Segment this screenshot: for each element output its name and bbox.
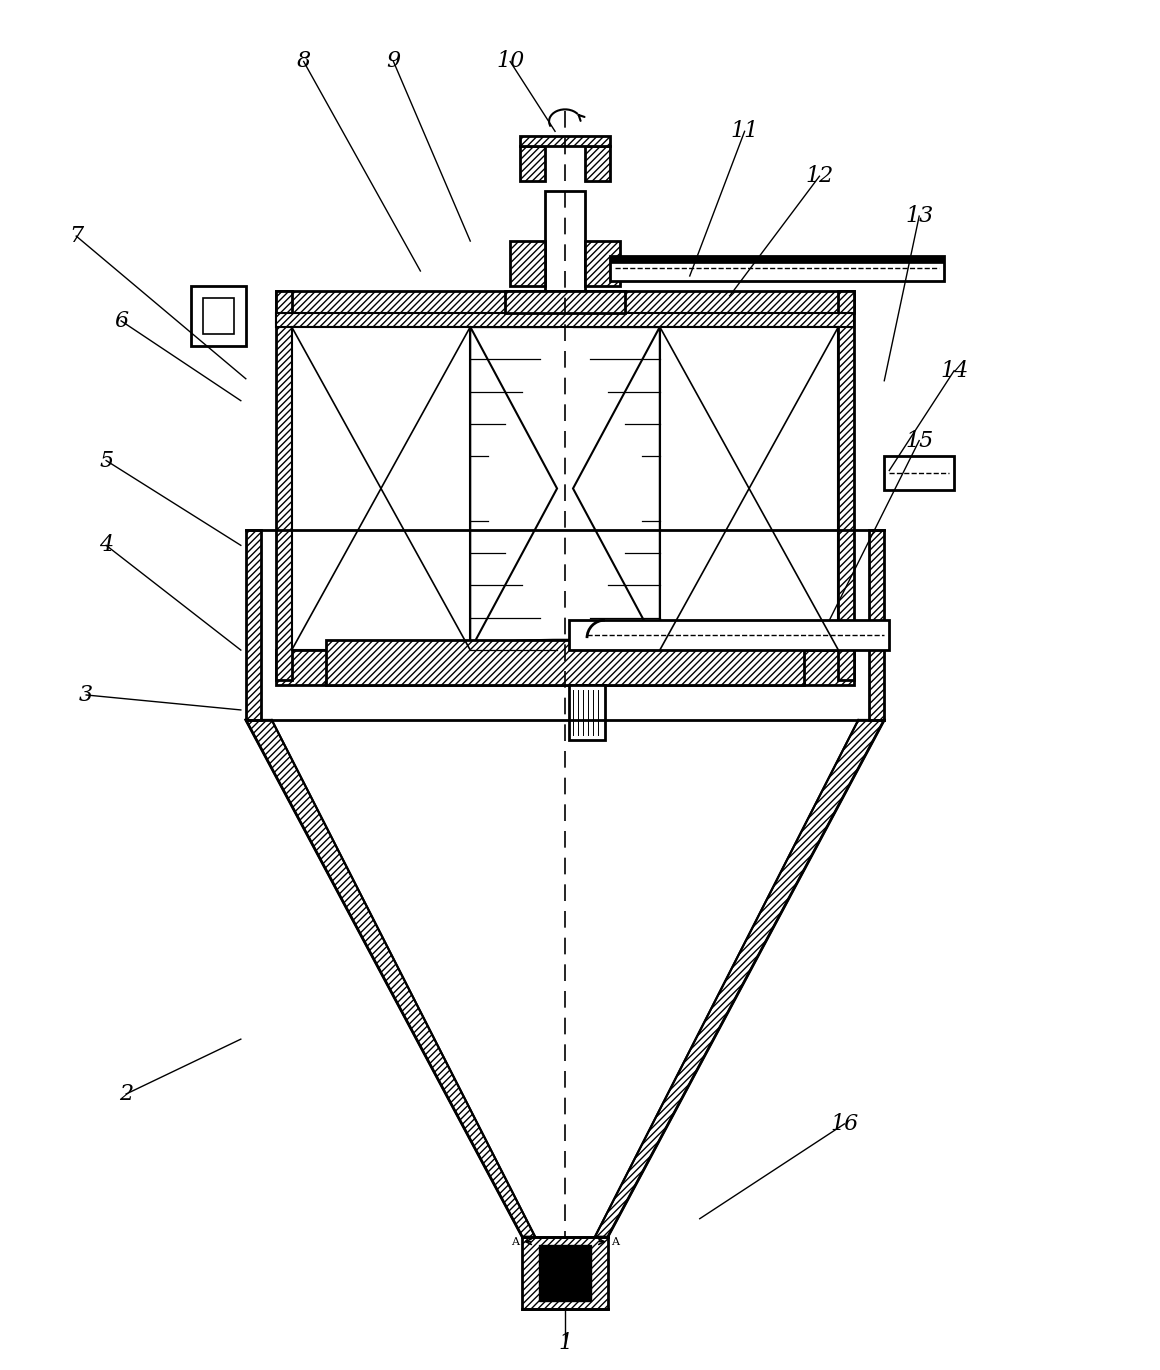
Polygon shape: [276, 290, 855, 312]
Polygon shape: [585, 241, 619, 286]
Polygon shape: [203, 297, 234, 334]
Text: 7: 7: [70, 225, 84, 247]
Text: 1: 1: [558, 1333, 572, 1355]
Polygon shape: [246, 530, 261, 719]
Text: 13: 13: [905, 206, 934, 227]
Polygon shape: [610, 256, 944, 281]
Text: 16: 16: [831, 1112, 858, 1134]
Text: A: A: [512, 1237, 520, 1247]
Polygon shape: [570, 685, 606, 740]
Polygon shape: [510, 241, 545, 286]
Text: 12: 12: [805, 166, 834, 188]
Text: 14: 14: [940, 360, 969, 382]
Polygon shape: [570, 621, 890, 651]
Polygon shape: [520, 137, 610, 147]
Polygon shape: [869, 530, 884, 719]
Text: 5: 5: [99, 449, 114, 471]
Polygon shape: [595, 719, 884, 1237]
Text: 11: 11: [731, 121, 759, 142]
Polygon shape: [505, 290, 625, 312]
Polygon shape: [326, 640, 805, 685]
Text: 6: 6: [114, 310, 128, 332]
Polygon shape: [545, 192, 585, 290]
Polygon shape: [539, 1245, 590, 1300]
Text: 2: 2: [119, 1084, 133, 1106]
Text: A: A: [611, 1237, 619, 1247]
Text: 10: 10: [496, 51, 524, 73]
Polygon shape: [522, 1237, 608, 1308]
Polygon shape: [276, 312, 855, 327]
Polygon shape: [470, 327, 557, 651]
Text: 15: 15: [905, 430, 934, 452]
Polygon shape: [520, 147, 545, 181]
Polygon shape: [276, 651, 855, 685]
Polygon shape: [276, 290, 291, 680]
Polygon shape: [573, 327, 660, 651]
Polygon shape: [191, 286, 246, 345]
Polygon shape: [585, 147, 610, 181]
Polygon shape: [884, 456, 955, 490]
Polygon shape: [610, 256, 944, 263]
Polygon shape: [246, 719, 535, 1237]
Text: 9: 9: [386, 51, 400, 73]
Polygon shape: [291, 327, 470, 651]
Polygon shape: [839, 290, 855, 680]
Text: 8: 8: [297, 51, 311, 73]
Polygon shape: [660, 327, 839, 651]
Text: 4: 4: [99, 534, 114, 556]
Text: 3: 3: [79, 684, 93, 706]
